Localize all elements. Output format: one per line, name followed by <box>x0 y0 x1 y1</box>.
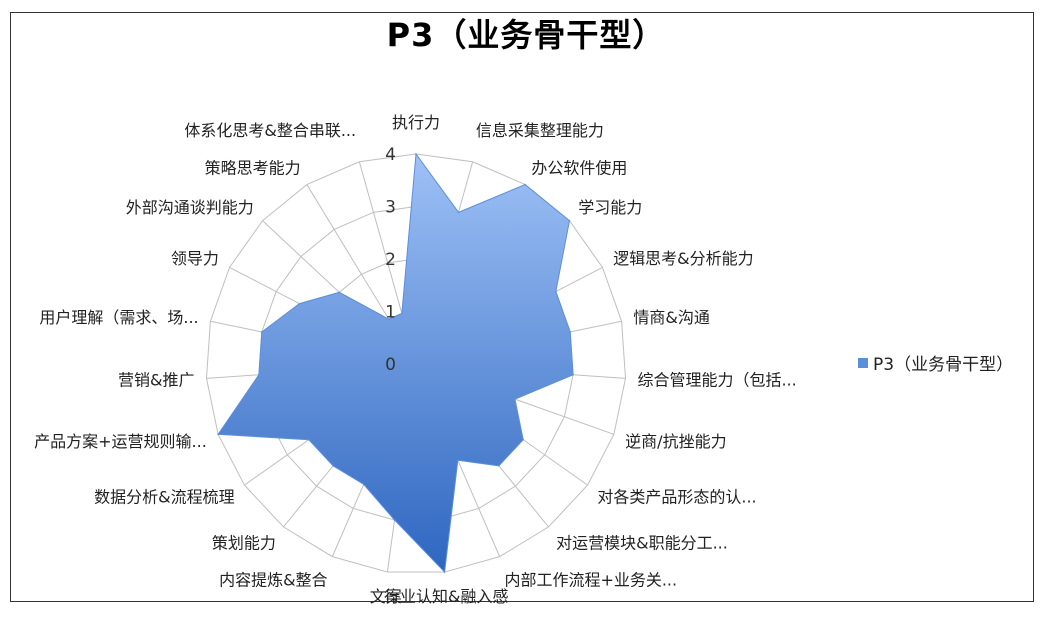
data-point <box>555 290 557 293</box>
tick-label: 0 <box>385 355 396 375</box>
tick-label: 2 <box>385 250 396 270</box>
data-point <box>298 302 301 305</box>
category-label: 逻辑思考&分析能力 <box>613 249 753 268</box>
category-label: 情商&沟通 <box>633 308 709 327</box>
data-point <box>514 398 516 400</box>
data-point <box>443 571 446 573</box>
data-point <box>568 219 571 222</box>
data-point <box>338 291 341 294</box>
data-point <box>415 153 417 155</box>
legend-swatch <box>858 357 868 368</box>
category-label: 外部沟通谈判能力 <box>126 198 254 217</box>
data-point <box>362 483 365 486</box>
category-label: 文案 <box>370 587 402 606</box>
series-area <box>217 152 574 574</box>
data-point <box>572 373 574 376</box>
category-label: 内部工作流程+业务关... <box>504 571 677 590</box>
data-point <box>569 331 572 333</box>
data-point <box>307 438 310 441</box>
data-point <box>258 373 260 376</box>
category-label: 信息采集整理能力 <box>476 121 604 140</box>
category-label: 对各类产品形态的认... <box>597 488 756 507</box>
data-point <box>217 433 219 436</box>
category-label: 内容提炼&整合 <box>219 571 327 590</box>
category-label: 行业认知&融入感 <box>384 587 508 606</box>
tick-label: 3 <box>385 198 396 218</box>
data-point <box>393 519 396 521</box>
data-point <box>457 459 459 462</box>
data-point <box>260 331 263 333</box>
category-label: 领导力 <box>171 249 219 268</box>
category-label: 策划能力 <box>212 533 276 552</box>
category-label: 综合管理能力（包括... <box>637 371 796 390</box>
data-point <box>522 438 525 441</box>
category-label: 执行力 <box>392 113 440 132</box>
category-label: 办公软件使用 <box>531 158 627 177</box>
category-label: 学习能力 <box>578 198 642 217</box>
category-label: 策略思考能力 <box>205 158 301 177</box>
category-label: 体系化思考&整合串联... <box>184 121 356 140</box>
category-label: 营销&推广 <box>118 371 194 390</box>
category-label: 逆商/抗挫能力 <box>625 432 726 451</box>
data-point <box>498 465 500 467</box>
legend: P3（业务骨干型） <box>858 350 1013 375</box>
data-point <box>401 312 403 315</box>
chart-title: P3（业务骨干型） <box>386 16 666 54</box>
category-label: 对运营模块&职能分工... <box>556 533 728 552</box>
data-point <box>457 211 460 214</box>
tick-label: 4 <box>385 145 396 165</box>
category-label: 产品方案+运营规则输... <box>34 432 207 451</box>
legend-label: P3（业务骨干型） <box>873 355 1014 375</box>
data-point <box>332 465 334 467</box>
data-point <box>387 318 390 320</box>
category-label: 数据分析&流程梳理 <box>94 488 234 507</box>
category-label: 用户理解（需求、场... <box>39 308 198 327</box>
data-point <box>524 183 526 186</box>
grid-ring <box>205 153 627 573</box>
tick-label: 1 <box>385 303 396 323</box>
